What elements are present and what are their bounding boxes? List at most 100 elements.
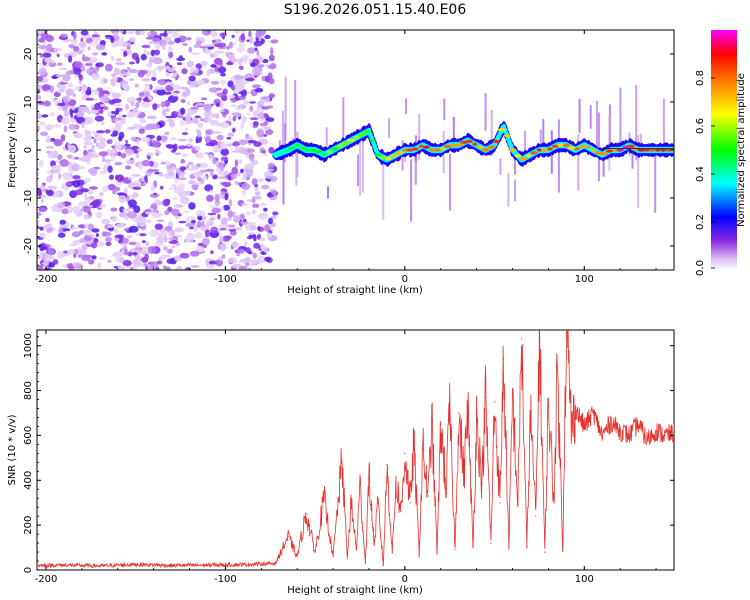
ridge-core — [395, 151, 404, 155]
noise-speckle — [220, 160, 224, 165]
noise-speckle — [253, 234, 257, 242]
noise-speckle — [103, 78, 108, 84]
noise-speckle — [65, 181, 74, 188]
noise-speckle — [61, 104, 68, 111]
noise-speckle — [214, 50, 225, 55]
noise-speckle — [72, 67, 82, 75]
noise-speckle — [253, 121, 259, 127]
noise-speckle — [45, 217, 50, 223]
noise-speckle — [210, 80, 220, 85]
noise-speckle — [37, 84, 44, 90]
noise-speckle — [71, 226, 81, 230]
faint-streak — [524, 130, 526, 154]
noise-speckle — [245, 247, 251, 254]
noise-speckle — [212, 131, 222, 134]
spectrogram-xlabel: Height of straight line (km) — [287, 285, 423, 296]
noise-speckle — [115, 62, 125, 65]
noise-speckle — [88, 167, 98, 175]
noise-speckle — [234, 74, 242, 80]
noise-speckle — [68, 83, 73, 88]
noise-speckle — [78, 73, 82, 78]
ridge-core — [389, 154, 399, 158]
noise-speckle — [222, 112, 227, 118]
noise-speckle — [210, 226, 219, 234]
noise-speckle — [152, 57, 163, 65]
noise-speckle — [219, 101, 224, 109]
noise-speckle — [247, 267, 252, 270]
noise-speckle — [139, 183, 146, 187]
noise-speckle — [252, 209, 256, 214]
noise-speckle — [59, 33, 68, 38]
noise-speckle — [57, 232, 66, 238]
noise-speckle — [37, 34, 42, 40]
noise-speckle — [179, 166, 187, 171]
noise-speckle — [261, 184, 270, 190]
noise-speckle — [105, 236, 112, 243]
snr-point — [242, 564, 244, 566]
noise-speckle — [165, 107, 170, 112]
noise-speckle — [219, 206, 225, 211]
noise-speckle — [94, 133, 99, 138]
noise-speckle — [162, 108, 167, 117]
noise-speckle — [117, 235, 123, 244]
faint-streak — [602, 158, 605, 177]
noise-speckle — [252, 252, 258, 259]
noise-speckle — [211, 207, 221, 214]
noise-speckle — [215, 113, 220, 119]
noise-speckle — [141, 136, 151, 143]
faint-streak — [449, 154, 452, 211]
noise-speckle — [101, 121, 105, 126]
noise-speckle — [259, 122, 268, 127]
snr-point — [601, 434, 603, 436]
noise-speckle — [222, 235, 231, 242]
noise-speckle — [111, 92, 122, 99]
noise-speckle — [231, 34, 235, 39]
noise-speckle — [151, 140, 160, 148]
y-tick-label: 0 — [23, 147, 34, 153]
noise-speckle — [115, 223, 125, 228]
noise-speckle — [114, 142, 122, 150]
noise-speckle — [219, 122, 230, 128]
noise-speckle — [143, 86, 148, 92]
noise-speckle — [218, 109, 225, 112]
noise-speckle — [222, 183, 229, 187]
noise-speckle — [206, 30, 212, 34]
noise-speckle — [37, 103, 41, 107]
noise-speckle — [132, 252, 138, 256]
noise-speckle — [195, 135, 203, 143]
noise-speckle — [44, 124, 54, 131]
noise-speckle — [166, 30, 173, 35]
noise-speckle — [41, 182, 47, 187]
noise-speckle — [147, 246, 157, 254]
noise-speckle — [136, 110, 141, 115]
faint-streak — [361, 135, 364, 193]
noise-speckle — [150, 123, 160, 130]
noise-speckle — [108, 138, 113, 145]
noise-speckle — [226, 136, 232, 140]
noise-speckle — [148, 96, 153, 101]
noise-speckle — [91, 34, 100, 38]
noise-speckle — [99, 103, 106, 107]
noise-speckle — [166, 258, 174, 265]
ridge-core — [487, 145, 495, 149]
noise-speckle — [168, 230, 176, 238]
x-tick-label: 0 — [402, 274, 408, 285]
snr-point — [502, 358, 505, 360]
noise-speckle — [215, 102, 220, 107]
noise-speckle — [272, 211, 279, 216]
noise-speckle — [119, 243, 128, 246]
snr-point — [341, 459, 343, 461]
noise-speckle — [164, 99, 171, 108]
noise-speckle — [116, 192, 126, 196]
ridge-core — [530, 151, 538, 155]
ridge-core — [465, 139, 473, 143]
noise-speckle — [166, 165, 171, 170]
noise-speckle — [196, 221, 202, 228]
ridge-core — [481, 148, 490, 152]
noise-speckle — [83, 141, 93, 145]
noise-speckle — [156, 65, 165, 70]
noise-speckle — [110, 207, 118, 212]
ridge-core — [525, 154, 532, 158]
noise-speckle — [239, 213, 245, 220]
